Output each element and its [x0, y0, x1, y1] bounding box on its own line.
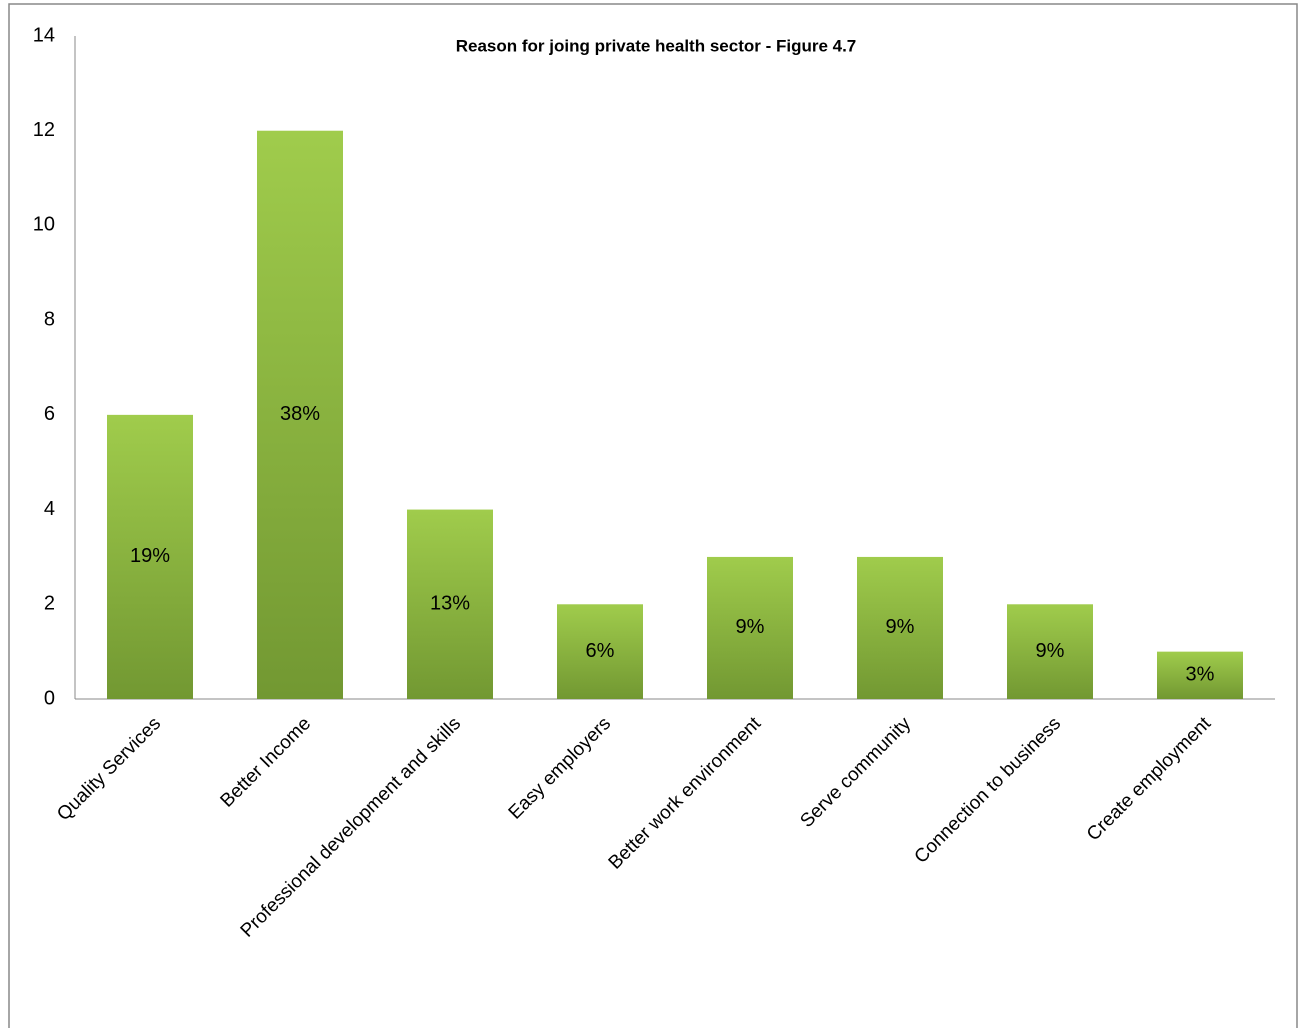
- x-tick-label: Better Income: [217, 713, 315, 811]
- x-tick-label: Easy employers: [505, 713, 615, 823]
- chart-border: [8, 3, 1298, 1028]
- y-tick-label: 2: [44, 593, 55, 615]
- data-label: 13%: [430, 593, 470, 615]
- y-tick-label: 12: [33, 119, 55, 141]
- bar: [1007, 604, 1093, 699]
- data-label: 9%: [1036, 640, 1065, 662]
- data-label: 9%: [736, 616, 765, 638]
- bar: [707, 556, 793, 699]
- y-tick-label: 4: [44, 498, 55, 520]
- bar: [1157, 651, 1243, 699]
- data-label: 9%: [886, 616, 915, 638]
- y-tick-label: 8: [44, 308, 55, 330]
- y-tick-label: 6: [44, 403, 55, 425]
- bar: [107, 414, 193, 699]
- data-label: 19%: [130, 545, 170, 567]
- bar: [257, 130, 343, 699]
- data-label: 3%: [1186, 664, 1215, 686]
- y-tick-label: 10: [33, 214, 55, 236]
- data-label: 6%: [586, 640, 615, 662]
- y-tick-label: 0: [44, 687, 55, 709]
- x-tick-label: Better work environment: [605, 713, 766, 874]
- x-tick-label: Quality Services: [53, 713, 165, 825]
- bar: [407, 509, 493, 699]
- chart-title: Reason for joing private health sector -…: [456, 36, 857, 55]
- bar: [557, 604, 643, 699]
- y-tick-label: 14: [33, 24, 55, 46]
- x-tick-label: Connection to business: [911, 713, 1066, 868]
- bar: [857, 556, 943, 699]
- x-tick-label: Serve community: [796, 713, 915, 832]
- x-tick-label: Create employment: [1083, 713, 1216, 846]
- data-label: 38%: [280, 403, 320, 425]
